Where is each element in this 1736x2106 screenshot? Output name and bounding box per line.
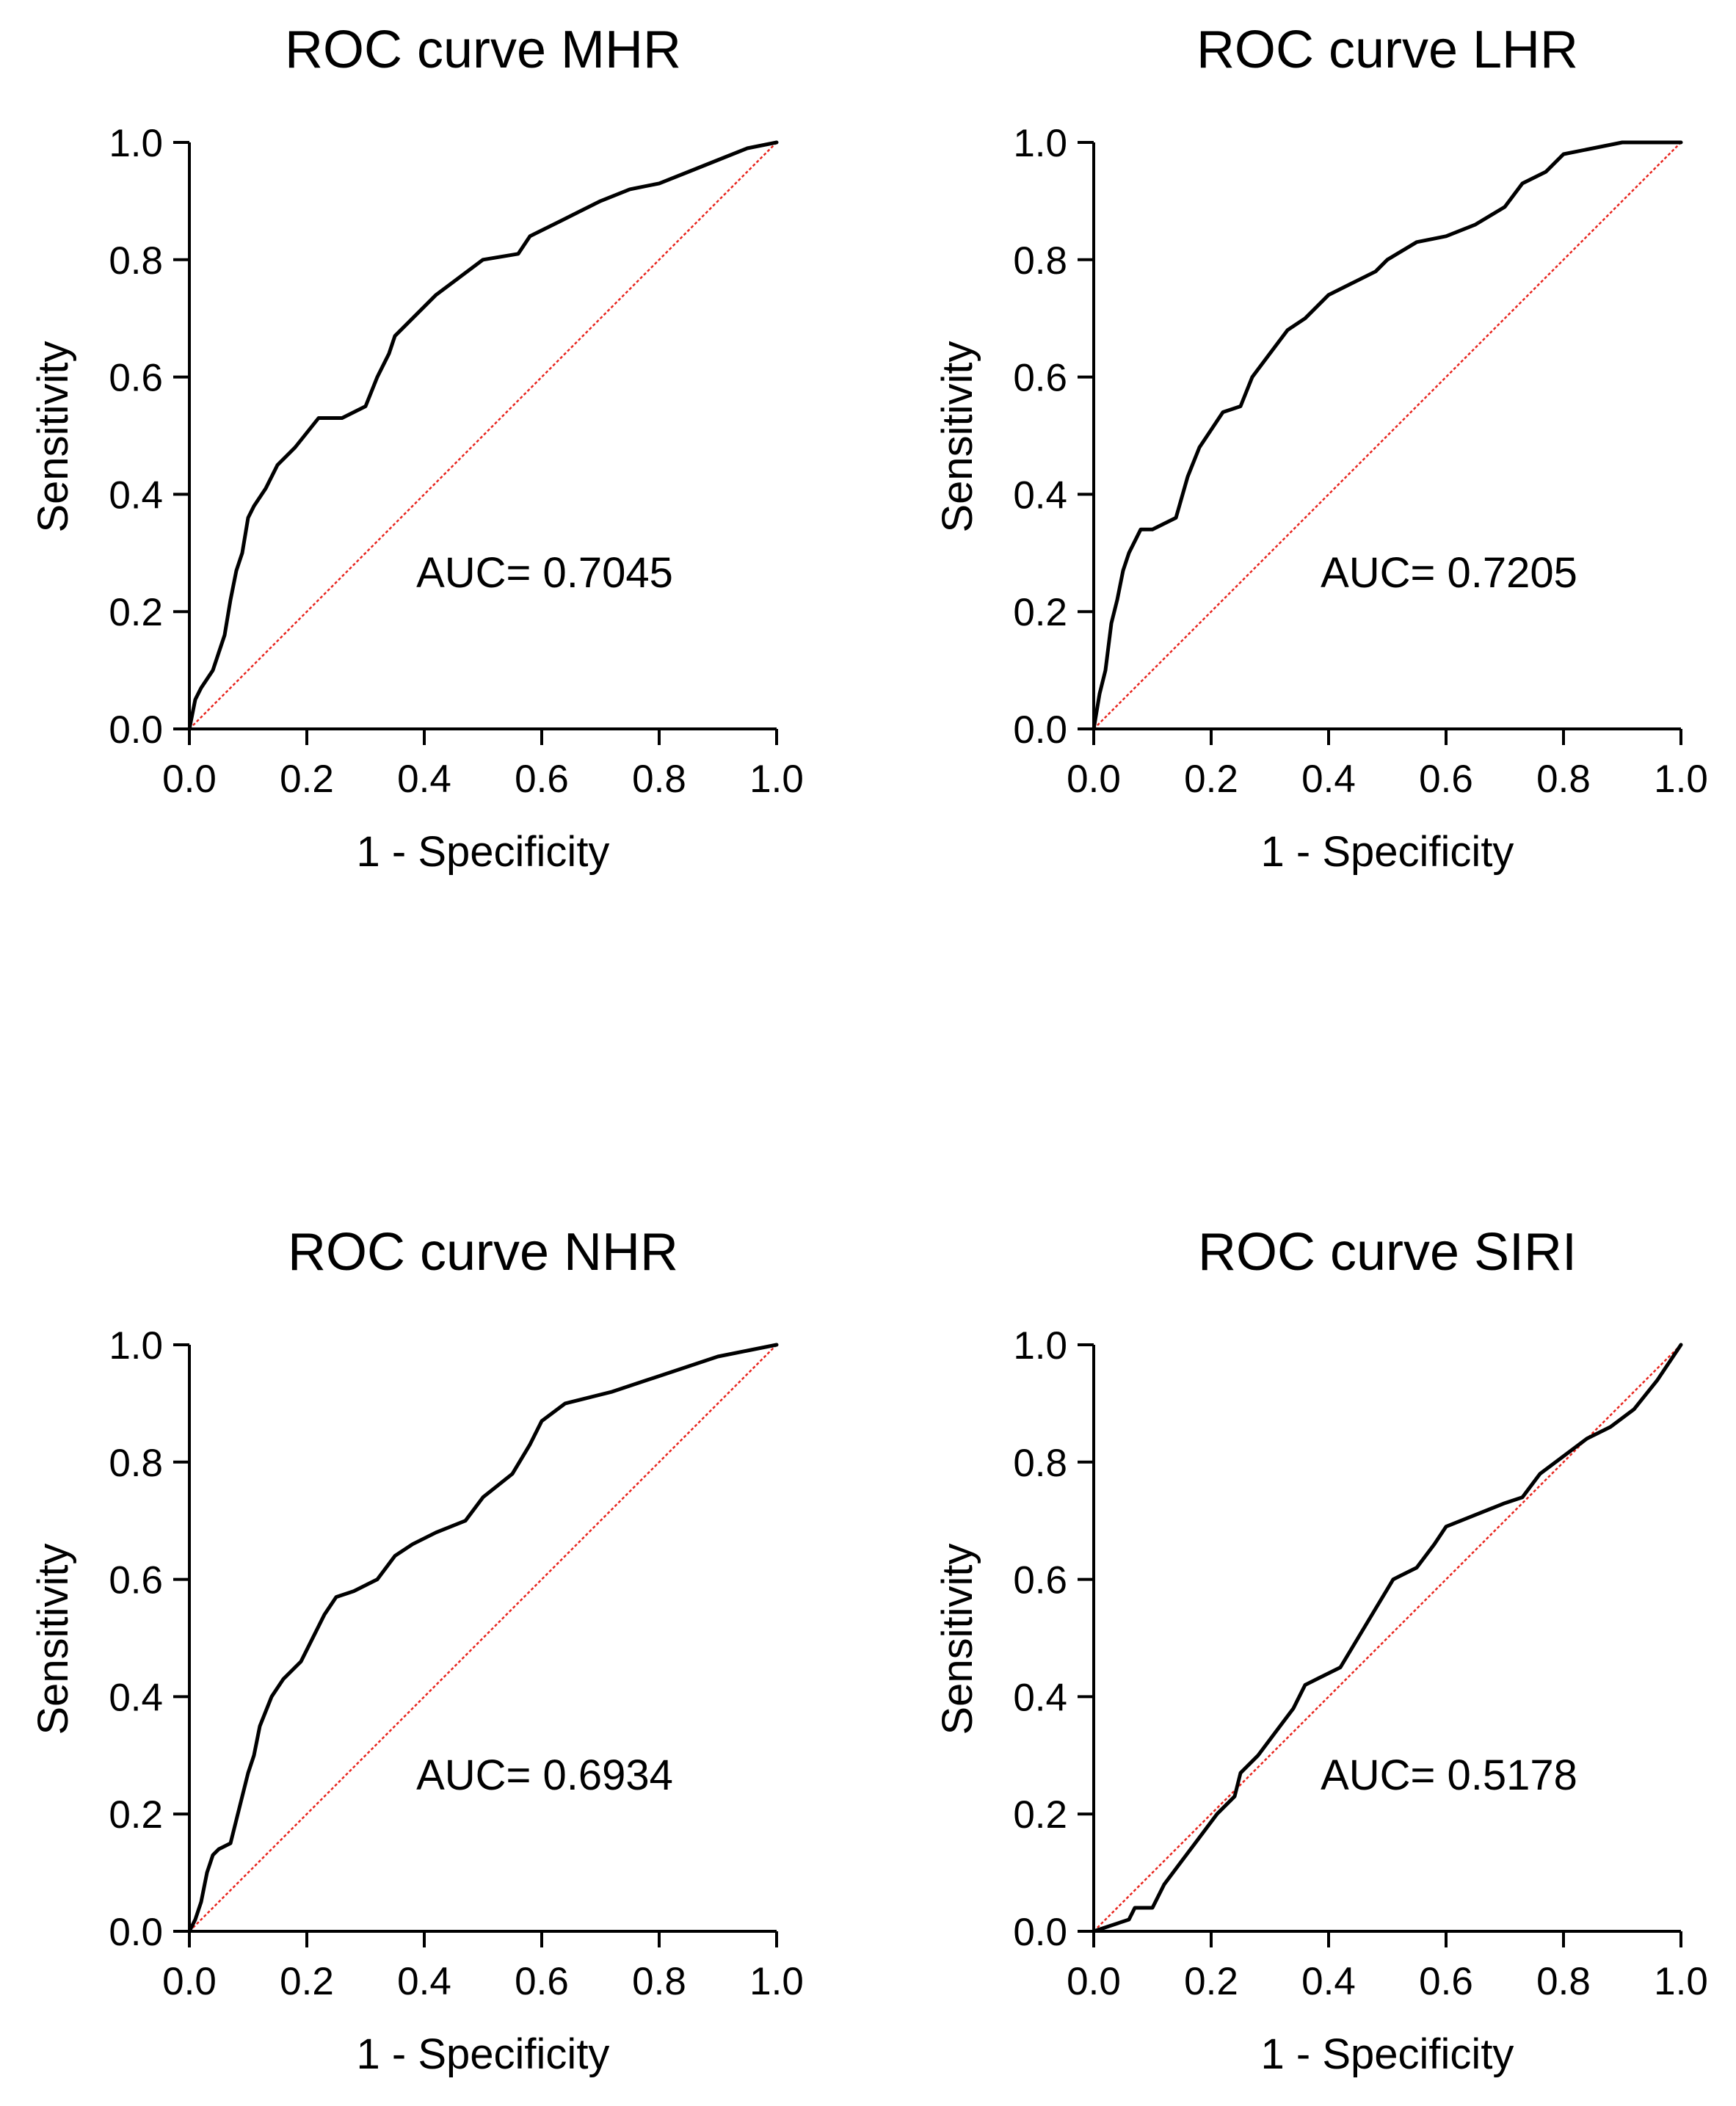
x-tick-label: 0.4 (1301, 758, 1356, 801)
auc-annotation: AUC= 0.6934 (416, 1751, 673, 1799)
x-tick-label: 0.6 (1419, 1960, 1473, 2003)
y-tick-label: 0.8 (1013, 239, 1067, 283)
y-tick-label: 0.0 (109, 708, 163, 752)
x-axis-label: 1 - Specificity (357, 828, 610, 876)
x-tick-label: 1.0 (1654, 758, 1708, 801)
roc-curve (187, 140, 779, 731)
y-tick-label: 0.6 (1013, 1559, 1067, 1602)
x-tick-label: 1.0 (1654, 1960, 1708, 2003)
chart-title: ROC curve NHR (288, 1223, 678, 1282)
chart-title: ROC curve LHR (1196, 21, 1578, 79)
y-tick-label: 0.4 (1013, 473, 1067, 517)
y-tick-label: 0.4 (109, 473, 163, 517)
y-tick-label: 0.0 (1013, 1911, 1067, 1954)
y-tick-label: 0.6 (109, 1559, 163, 1602)
auc-annotation: AUC= 0.7205 (1321, 549, 1577, 597)
x-tick-label: 0.8 (632, 758, 686, 801)
x-axis-label: 1 - Specificity (1261, 2030, 1514, 2078)
y-tick-label: 0.0 (1013, 708, 1067, 752)
reference-line (1093, 142, 1682, 730)
y-tick-label: 0.2 (1013, 591, 1067, 634)
x-tick-label: 0.6 (1419, 758, 1473, 801)
roc-panel-3: ROC curve NHR 0.0 0.2 0.4 0.6 0.8 1.0 0.0 0.2 0.4… (29, 1223, 804, 2078)
chart-title: ROC curve MHR (285, 21, 681, 79)
y-tick-label: 1.0 (1013, 1324, 1067, 1368)
y-tick-label: 1.0 (109, 122, 163, 165)
y-tick-label: 0.4 (1013, 1676, 1067, 1719)
x-tick-label: 0.8 (1536, 1960, 1591, 2003)
x-tick-label: 0.0 (162, 1960, 217, 2003)
auc-annotation: AUC= 0.5178 (1321, 1751, 1577, 1799)
x-tick-label: 1.0 (749, 758, 804, 801)
y-tick-label: 0.4 (109, 1676, 163, 1719)
x-tick-label: 0.6 (515, 758, 569, 801)
y-tick-label: 0.2 (1013, 1793, 1067, 1837)
roc-panel-1: ROC curve MHR 0.0 0.2 0.4 0.6 0.8 1.0 0.0 0.2 0.4… (29, 21, 804, 876)
y-tick-label: 0.2 (109, 1793, 163, 1837)
x-tick-label: 0.4 (1301, 1960, 1356, 2003)
x-tick-label: 0.0 (1067, 1960, 1121, 2003)
y-tick-label: 0.0 (109, 1911, 163, 1954)
x-tick-label: 0.8 (1536, 758, 1591, 801)
x-tick-label: 0.2 (1184, 1960, 1238, 2003)
roc-curve (1092, 140, 1683, 731)
chart-title: ROC curve SIRI (1198, 1223, 1577, 1282)
x-tick-label: 0.2 (1184, 758, 1238, 801)
x-tick-label: 0.2 (280, 758, 334, 801)
y-tick-label: 1.0 (109, 1324, 163, 1368)
reference-line (189, 142, 777, 730)
roc-panel-2: ROC curve LHR 0.0 0.2 0.4 0.6 0.8 1.0 0.0 0.2 0.4… (934, 21, 1708, 876)
y-axis-label: Sensitivity (29, 1543, 77, 1735)
roc-curve (187, 1343, 779, 1933)
x-tick-label: 0.4 (397, 758, 451, 801)
y-tick-label: 0.8 (109, 1442, 163, 1485)
reference-line (1093, 1344, 1682, 1932)
x-tick-label: 0.6 (515, 1960, 569, 2003)
roc-panel-4: ROC curve SIRI 0.0 0.2 0.4 0.6 0.8 1.0 0.0 0.2 0.… (934, 1223, 1708, 2078)
y-axis-label: Sensitivity (934, 341, 981, 532)
roc-curve (1092, 1343, 1683, 1933)
y-tick-label: 0.8 (1013, 1442, 1067, 1485)
y-tick-label: 0.2 (109, 591, 163, 634)
y-tick-label: 0.6 (109, 357, 163, 400)
x-tick-label: 0.2 (280, 1960, 334, 2003)
x-axis-label: 1 - Specificity (1261, 828, 1514, 876)
reference-line (189, 1344, 777, 1932)
y-tick-label: 1.0 (1013, 122, 1067, 165)
x-tick-label: 0.8 (632, 1960, 686, 2003)
x-tick-label: 0.0 (1067, 758, 1121, 801)
x-axis-label: 1 - Specificity (357, 2030, 610, 2078)
y-tick-label: 0.8 (109, 239, 163, 283)
x-tick-label: 0.4 (397, 1960, 451, 2003)
y-tick-label: 0.6 (1013, 357, 1067, 400)
x-tick-label: 1.0 (749, 1960, 804, 2003)
y-axis-label: Sensitivity (29, 341, 77, 532)
auc-annotation: AUC= 0.7045 (416, 549, 673, 597)
y-axis-label: Sensitivity (934, 1543, 981, 1735)
x-tick-label: 0.0 (162, 758, 217, 801)
